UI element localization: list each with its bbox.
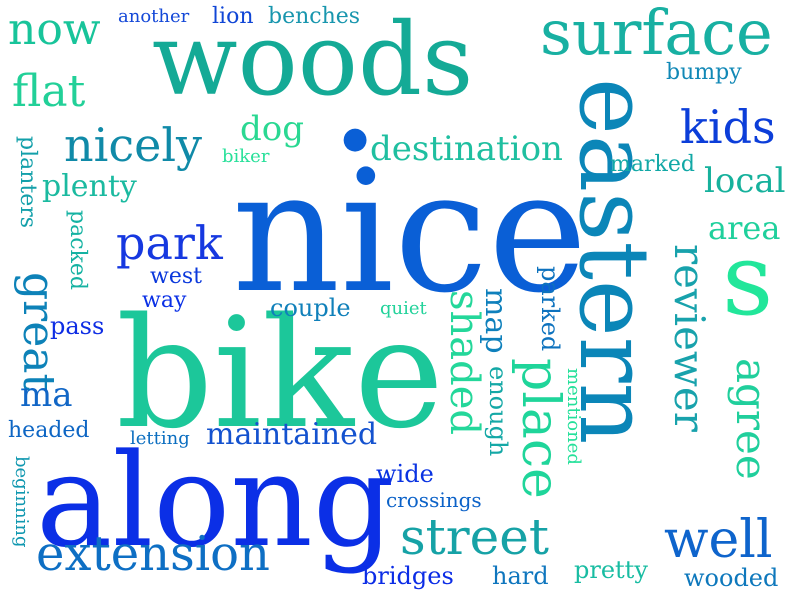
word-woods: woods xyxy=(152,1,474,118)
word-nicely: nicely xyxy=(64,118,203,172)
word-another: another xyxy=(118,6,190,27)
word-crossings: crossings xyxy=(386,488,482,512)
word-headed: headed xyxy=(8,418,90,443)
word-west: west xyxy=(150,264,202,289)
word-map: map xyxy=(478,288,513,354)
word-destination: destination xyxy=(370,129,563,169)
word-mentioned: mentioned xyxy=(563,368,584,465)
word-benches: benches xyxy=(268,4,361,29)
word-quiet: quiet xyxy=(380,298,427,319)
word-park: park xyxy=(116,216,223,270)
word-nice: nice xyxy=(232,134,588,330)
word-letting: letting xyxy=(130,428,190,449)
word-pretty: pretty xyxy=(574,556,648,584)
word-bridges: bridges xyxy=(362,562,454,590)
word-kids: kids xyxy=(680,100,776,154)
word-area: area xyxy=(708,209,781,247)
word-maintained: maintained xyxy=(206,417,378,452)
word-place: place xyxy=(510,358,570,499)
word-enough: enough xyxy=(484,366,512,457)
word-lion: lion xyxy=(212,4,254,29)
word-beginning: beginning xyxy=(11,456,32,548)
word-plenty: plenty xyxy=(42,169,137,204)
word-planters: planters xyxy=(15,136,40,229)
word-flat: flat xyxy=(12,66,86,117)
word-well: well xyxy=(664,510,773,570)
word-couple: couple xyxy=(270,294,351,322)
word-marked: marked xyxy=(610,152,695,177)
word-reviewer: reviewer xyxy=(665,244,714,432)
word-wide: wide xyxy=(376,460,434,488)
word-wooded: wooded xyxy=(684,564,779,592)
word-way: way xyxy=(142,288,187,313)
word-s: s xyxy=(722,221,774,338)
word-dog: dog xyxy=(240,109,304,149)
word-extension: extension xyxy=(36,526,270,582)
word-packed: packed xyxy=(65,210,90,290)
dot-mark: ● xyxy=(342,121,369,156)
word-street: street xyxy=(400,508,549,566)
word-surface: surface xyxy=(540,0,773,69)
word-local: local xyxy=(704,161,786,201)
word-along: along xyxy=(36,427,395,576)
word-bike: bike xyxy=(116,285,444,462)
word-agree: agree xyxy=(727,358,776,480)
word-parked: parked xyxy=(536,266,564,352)
word-now: now xyxy=(8,4,101,55)
word-ma: ma xyxy=(20,375,73,415)
word-pass: pass xyxy=(50,312,105,340)
word-hard: hard xyxy=(492,562,549,590)
word-bumpy: bumpy xyxy=(666,60,742,85)
word-biker: biker xyxy=(222,146,270,167)
